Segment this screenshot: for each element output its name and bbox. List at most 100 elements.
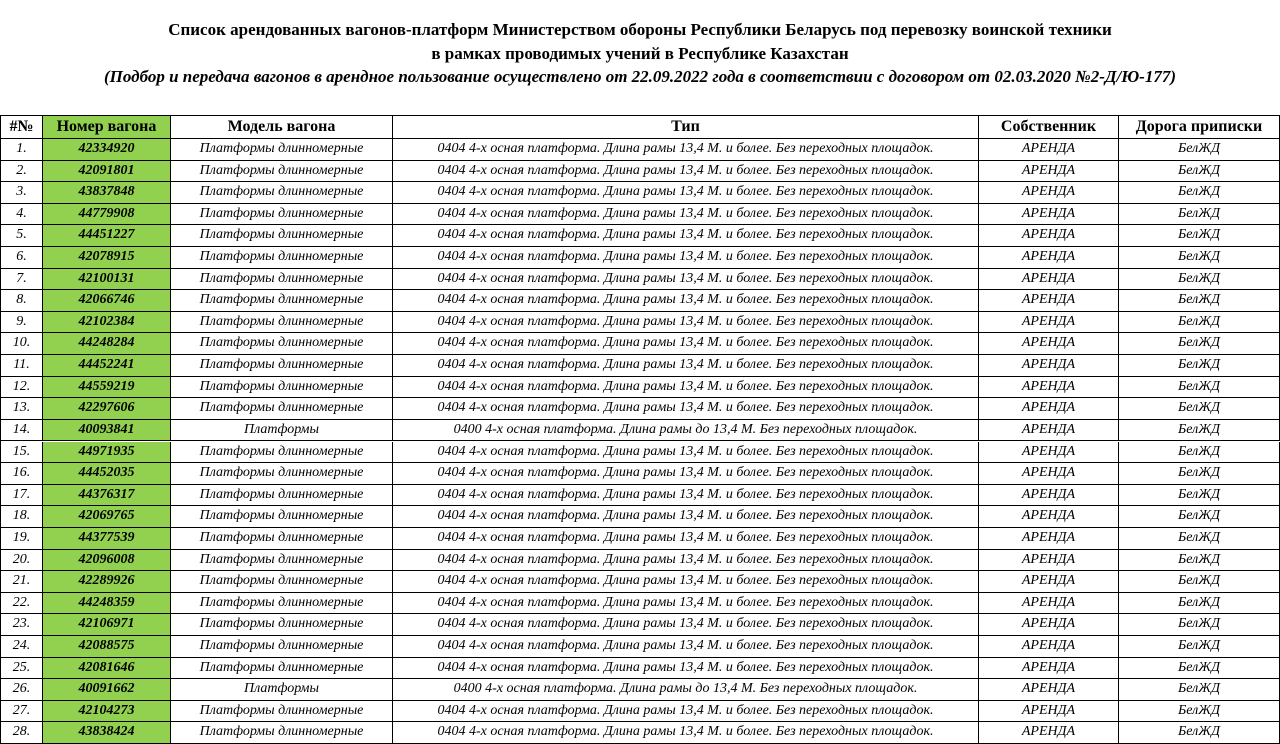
row-number: 17. — [1, 484, 43, 507]
wagon-type: 0400 4-х осная платформа. Длина рамы до … — [393, 419, 979, 442]
wagon-type: 0404 4-х осная платформа. Длина рамы 13,… — [393, 225, 979, 248]
wagon-number: 42096008 — [43, 549, 171, 572]
wagon-model: Платформы длинномерные — [171, 160, 393, 183]
wagon-type: 0404 4-х осная платформа. Длина рамы 13,… — [393, 290, 979, 312]
column-header: Номер вагона — [43, 116, 171, 139]
owner: АРЕНДА — [979, 484, 1119, 507]
home-road: БелЖД — [1119, 679, 1280, 701]
column-header: Модель вагона — [171, 116, 393, 139]
wagon-model: Платформы длинномерные — [171, 376, 393, 399]
wagon-model: Платформы длинномерные — [171, 268, 393, 291]
row-number: 25. — [1, 657, 43, 680]
row-number: 21. — [1, 571, 43, 593]
owner: АРЕНДА — [979, 311, 1119, 334]
owner: АРЕНДА — [979, 398, 1119, 420]
row-number: 9. — [1, 311, 43, 334]
wagon-number: 42334920 — [43, 139, 171, 161]
wagon-number: 44779908 — [43, 203, 171, 226]
wagon-number: 44559219 — [43, 376, 171, 399]
wagon-number: 42102384 — [43, 311, 171, 334]
wagon-number: 44377539 — [43, 527, 171, 550]
wagon-model: Платформы длинномерные — [171, 700, 393, 723]
home-road: БелЖД — [1119, 203, 1280, 226]
owner: АРЕНДА — [979, 549, 1119, 572]
wagon-number: 42066746 — [43, 290, 171, 312]
row-number: 18. — [1, 506, 43, 528]
wagon-model: Платформы длинномерные — [171, 592, 393, 615]
row-number: 8. — [1, 290, 43, 312]
wagon-number: 43838424 — [43, 722, 171, 744]
wagon-number: 42091801 — [43, 160, 171, 183]
wagon-number: 42078915 — [43, 247, 171, 269]
home-road: БелЖД — [1119, 549, 1280, 572]
wagon-model: Платформы длинномерные — [171, 333, 393, 356]
wagon-number: 44971935 — [43, 441, 171, 464]
wagon-type: 0404 4-х осная платформа. Длина рамы 13,… — [393, 527, 979, 550]
home-road: БелЖД — [1119, 506, 1280, 528]
owner: АРЕНДА — [979, 182, 1119, 204]
row-number: 11. — [1, 355, 43, 377]
row-number: 15. — [1, 441, 43, 464]
wagon-number: 43837848 — [43, 182, 171, 204]
owner: АРЕНДА — [979, 160, 1119, 183]
wagon-type: 0404 4-х осная платформа. Длина рамы 13,… — [393, 182, 979, 204]
wagon-number: 40093841 — [43, 419, 171, 442]
row-number: 20. — [1, 549, 43, 572]
owner: АРЕНДА — [979, 139, 1119, 161]
row-number: 6. — [1, 247, 43, 269]
row-number: 7. — [1, 268, 43, 291]
wagon-type: 0404 4-х осная платформа. Длина рамы 13,… — [393, 592, 979, 615]
wagon-type: 0404 4-х осная платформа. Длина рамы 13,… — [393, 139, 979, 161]
wagon-type: 0404 4-х осная платформа. Длина рамы 13,… — [393, 657, 979, 680]
owner: АРЕНДА — [979, 376, 1119, 399]
wagon-type: 0404 4-х осная платформа. Длина рамы 13,… — [393, 247, 979, 269]
row-number: 27. — [1, 700, 43, 723]
owner: АРЕНДА — [979, 700, 1119, 723]
home-road: БелЖД — [1119, 268, 1280, 291]
home-road: БелЖД — [1119, 592, 1280, 615]
home-road: БелЖД — [1119, 614, 1280, 636]
row-number: 5. — [1, 225, 43, 248]
home-road: БелЖД — [1119, 139, 1280, 161]
row-number: 19. — [1, 527, 43, 550]
wagon-model: Платформы длинномерные — [171, 549, 393, 572]
wagon-number: 42104273 — [43, 700, 171, 723]
owner: АРЕНДА — [979, 441, 1119, 464]
wagon-model: Платформы длинномерные — [171, 203, 393, 226]
wagon-number: 42289926 — [43, 571, 171, 593]
wagon-number: 42100131 — [43, 268, 171, 291]
column-header: #№ — [1, 116, 43, 139]
wagon-number: 44376317 — [43, 484, 171, 507]
row-number: 13. — [1, 398, 43, 420]
home-road: БелЖД — [1119, 722, 1280, 744]
wagon-model: Платформы длинномерные — [171, 722, 393, 744]
home-road: БелЖД — [1119, 160, 1280, 183]
row-number: 10. — [1, 333, 43, 356]
wagon-model: Платформы длинномерные — [171, 506, 393, 528]
wagon-type: 0400 4-х осная платформа. Длина рамы до … — [393, 679, 979, 701]
row-number: 28. — [1, 722, 43, 744]
wagon-type: 0404 4-х осная платформа. Длина рамы 13,… — [393, 203, 979, 226]
owner: АРЕНДА — [979, 679, 1119, 701]
wagon-type: 0404 4-х осная платформа. Длина рамы 13,… — [393, 700, 979, 723]
wagon-number: 42088575 — [43, 635, 171, 658]
wagon-model: Платформы длинномерные — [171, 484, 393, 507]
wagon-type: 0404 4-х осная платформа. Длина рамы 13,… — [393, 376, 979, 399]
row-number: 26. — [1, 679, 43, 701]
owner: АРЕНДА — [979, 571, 1119, 593]
wagon-model: Платформы — [171, 419, 393, 442]
wagon-type: 0404 4-х осная платформа. Длина рамы 13,… — [393, 355, 979, 377]
wagon-type: 0404 4-х осная платформа. Длина рамы 13,… — [393, 441, 979, 464]
wagon-number: 44452035 — [43, 463, 171, 485]
home-road: БелЖД — [1119, 635, 1280, 658]
wagon-model: Платформы длинномерные — [171, 247, 393, 269]
owner: АРЕНДА — [979, 635, 1119, 658]
home-road: БелЖД — [1119, 376, 1280, 399]
home-road: БелЖД — [1119, 527, 1280, 550]
owner: АРЕНДА — [979, 614, 1119, 636]
wagon-number: 44248284 — [43, 333, 171, 356]
table: #№ Номер вагона Модель вагона Тип Собственни… — [0, 115, 1280, 744]
wagon-model: Платформы длинномерные — [171, 635, 393, 658]
wagon-number: 44451227 — [43, 225, 171, 248]
